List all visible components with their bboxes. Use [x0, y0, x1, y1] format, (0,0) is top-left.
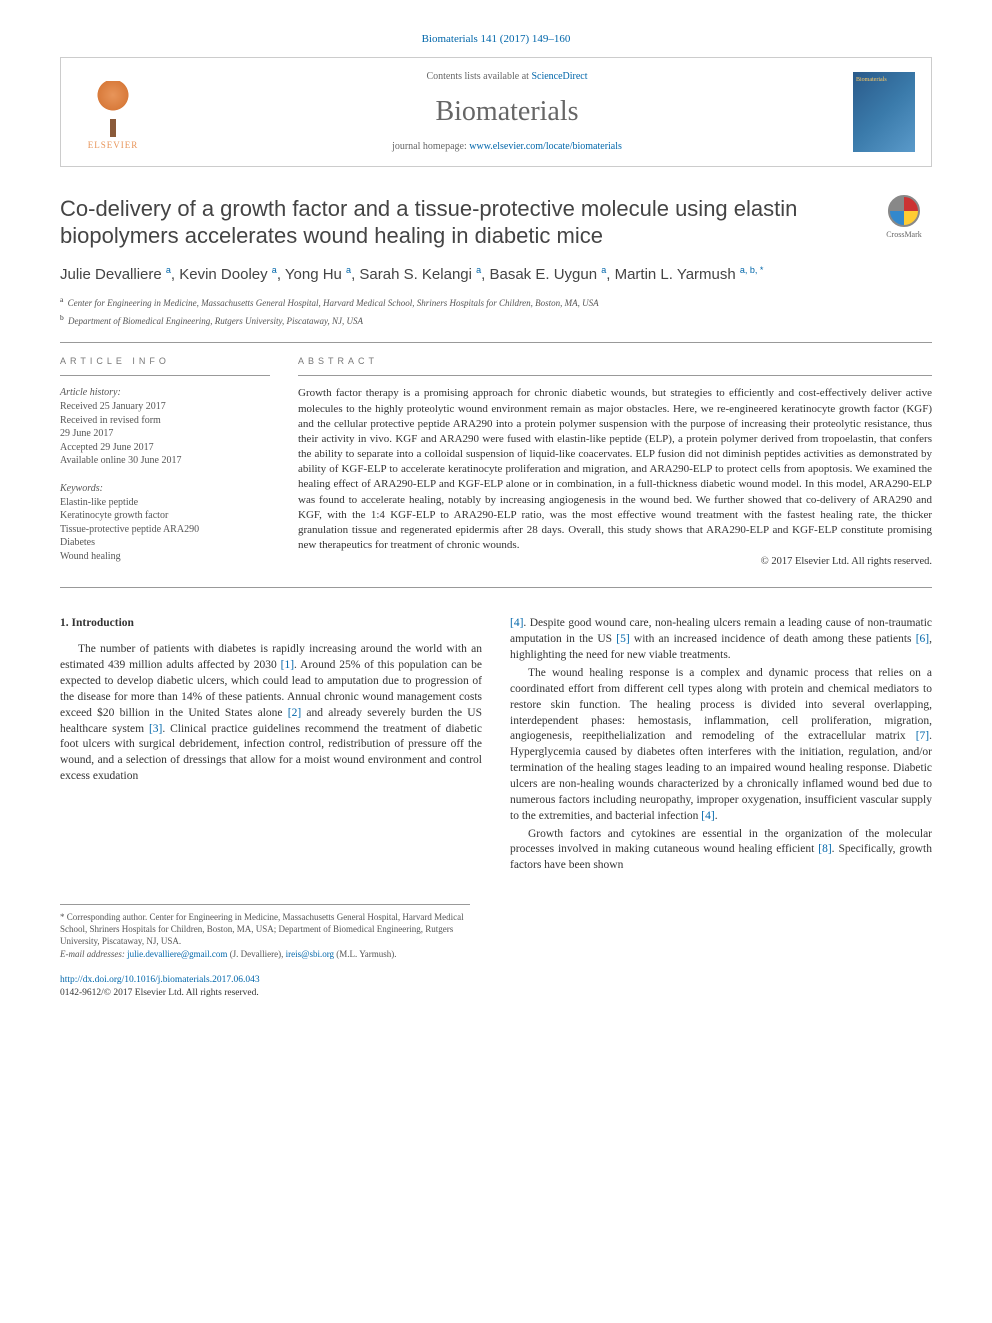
- journal-header: ELSEVIER Contents lists available at Sci…: [60, 57, 932, 166]
- ref-link[interactable]: [1]: [281, 659, 294, 671]
- body-paragraph: The number of patients with diabetes is …: [60, 642, 482, 785]
- email-name: (M.L. Yarmush).: [336, 949, 396, 959]
- journal-cover-thumbnail: [853, 72, 915, 152]
- abstract-copyright: © 2017 Elsevier Ltd. All rights reserved…: [298, 555, 932, 570]
- body-paragraph: Growth factors and cytokines are essenti…: [510, 827, 932, 875]
- keyword-line: Diabetes: [60, 536, 270, 550]
- divider-thin: [60, 587, 932, 588]
- keywords-block: Keywords: Elastin-like peptideKeratinocy…: [60, 482, 270, 564]
- history-line: 29 June 2017: [60, 427, 270, 441]
- abstract-text: Growth factor therapy is a promising app…: [298, 386, 932, 553]
- affiliation-line: b Department of Biomedical Engineering, …: [60, 313, 932, 328]
- ref-link[interactable]: [4]: [701, 810, 714, 822]
- body-paragraph: [4]. Despite good wound care, non-healin…: [510, 616, 932, 664]
- ref-link[interactable]: [6]: [916, 633, 929, 645]
- affiliation-line: a Center for Engineering in Medicine, Ma…: [60, 295, 932, 310]
- body-paragraph: The wound healing response is a complex …: [510, 666, 932, 825]
- contents-available-line: Contents lists available at ScienceDirec…: [161, 70, 853, 84]
- body-column-left: 1. Introduction The number of patients w…: [60, 616, 482, 876]
- doi-link[interactable]: http://dx.doi.org/10.1016/j.biomaterials…: [60, 975, 260, 985]
- author-list: Julie Devalliere a, Kevin Dooley a, Yong…: [60, 264, 932, 285]
- contents-prefix: Contents lists available at: [426, 71, 531, 82]
- keywords-label: Keywords:: [60, 482, 270, 496]
- history-line: Available online 30 June 2017: [60, 454, 270, 468]
- article-title: Co-delivery of a growth factor and a tis…: [60, 195, 864, 250]
- journal-homepage-line: journal homepage: www.elsevier.com/locat…: [161, 140, 853, 154]
- body-text: . Hyperglycemia caused by diabetes often…: [510, 730, 932, 821]
- elsevier-tree-icon: [85, 81, 141, 137]
- section-heading-intro: 1. Introduction: [60, 616, 482, 632]
- keyword-line: Wound healing: [60, 550, 270, 564]
- footnotes: * Corresponding author. Center for Engin…: [60, 904, 470, 960]
- ref-link[interactable]: [7]: [916, 730, 929, 742]
- journal-name: Biomaterials: [161, 92, 853, 131]
- ref-link[interactable]: [8]: [818, 843, 831, 855]
- issn-copyright-line: 0142-9612/© 2017 Elsevier Ltd. All right…: [60, 988, 259, 998]
- email-addresses-line: E-mail addresses: julie.devalliere@gmail…: [60, 948, 470, 960]
- article-info-label: ARTICLE INFO: [60, 355, 270, 377]
- history-label: Article history:: [60, 386, 270, 400]
- author-email-link[interactable]: julie.devalliere@gmail.com: [127, 949, 227, 959]
- section-title: Introduction: [72, 617, 134, 629]
- sciencedirect-link[interactable]: ScienceDirect: [531, 71, 587, 82]
- crossmark-label: CrossMark: [886, 229, 922, 240]
- keyword-line: Elastin-like peptide: [60, 496, 270, 510]
- ref-link[interactable]: [2]: [288, 707, 301, 719]
- ref-link[interactable]: [3]: [149, 723, 162, 735]
- body-text: with an increased incidence of death amo…: [630, 633, 916, 645]
- email-name: (J. Devalliere),: [227, 949, 285, 959]
- citation-line: Biomaterials 141 (2017) 149–160: [60, 32, 932, 47]
- body-columns: 1. Introduction The number of patients w…: [60, 616, 932, 876]
- crossmark-icon: [888, 195, 920, 227]
- email-label: E-mail addresses:: [60, 949, 125, 959]
- ref-link[interactable]: [4]: [510, 617, 523, 629]
- history-line: Received 25 January 2017: [60, 400, 270, 414]
- homepage-prefix: journal homepage:: [392, 141, 469, 152]
- author-email-link[interactable]: ireis@sbi.org: [286, 949, 334, 959]
- abstract-label: ABSTRACT: [298, 355, 932, 377]
- corresponding-author-note: * Corresponding author. Center for Engin…: [60, 911, 470, 947]
- history-line: Accepted 29 June 2017: [60, 441, 270, 455]
- crossmark-badge[interactable]: CrossMark: [876, 195, 932, 240]
- section-number: 1.: [60, 617, 69, 629]
- divider: [60, 342, 932, 343]
- article-history-block: Article history: Received 25 January 201…: [60, 386, 270, 468]
- keyword-line: Keratinocyte growth factor: [60, 509, 270, 523]
- elsevier-logo: ELSEVIER: [77, 72, 149, 152]
- header-center: Contents lists available at ScienceDirec…: [161, 70, 853, 153]
- footer-block: http://dx.doi.org/10.1016/j.biomaterials…: [60, 974, 932, 1001]
- history-line: Received in revised form: [60, 414, 270, 428]
- ref-link[interactable]: [5]: [616, 633, 629, 645]
- body-text: The wound healing response is a complex …: [510, 667, 932, 742]
- title-row: Co-delivery of a growth factor and a tis…: [60, 195, 932, 250]
- abstract-column: ABSTRACT Growth factor therapy is a prom…: [298, 355, 932, 578]
- elsevier-wordmark: ELSEVIER: [88, 139, 139, 152]
- journal-homepage-link[interactable]: www.elsevier.com/locate/biomaterials: [469, 141, 622, 152]
- article-info-column: ARTICLE INFO Article history: Received 2…: [60, 355, 270, 578]
- body-text: .: [715, 810, 718, 822]
- body-column-right: [4]. Despite good wound care, non-healin…: [510, 616, 932, 876]
- info-abstract-row: ARTICLE INFO Article history: Received 2…: [60, 355, 932, 578]
- keyword-line: Tissue-protective peptide ARA290: [60, 523, 270, 537]
